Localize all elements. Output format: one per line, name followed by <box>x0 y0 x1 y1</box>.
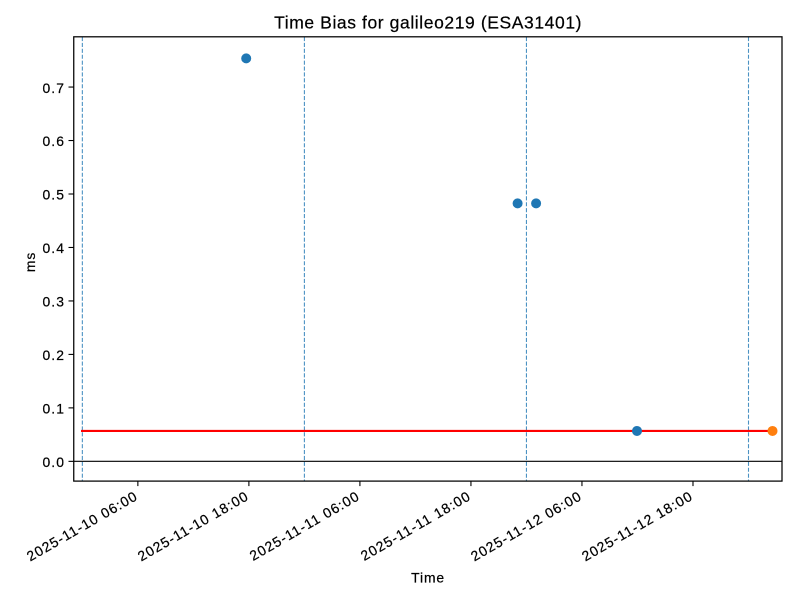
svg-text:0.0: 0.0 <box>43 454 65 470</box>
svg-text:0.1: 0.1 <box>43 401 65 417</box>
svg-text:ms: ms <box>22 252 38 272</box>
svg-text:0.4: 0.4 <box>43 240 65 256</box>
svg-text:0.2: 0.2 <box>43 347 65 363</box>
svg-text:Time: Time <box>411 569 445 585</box>
svg-text:Time Bias for galileo219 (ESA3: Time Bias for galileo219 (ESA31401) <box>274 13 582 33</box>
svg-text:0.5: 0.5 <box>43 187 65 203</box>
svg-text:0.3: 0.3 <box>43 294 65 310</box>
svg-text:0.7: 0.7 <box>43 80 65 96</box>
svg-text:0.6: 0.6 <box>43 133 65 149</box>
